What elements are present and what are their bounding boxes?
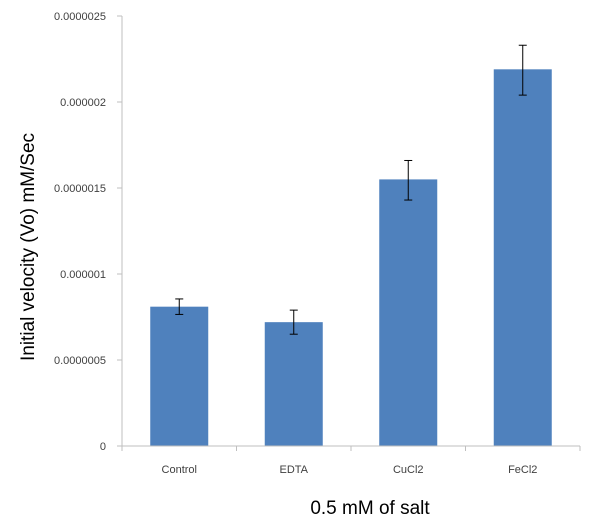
y-tick-label: 0.000001 — [60, 269, 106, 281]
bar-control — [150, 306, 209, 446]
y-axis-title: Initial velocity (Vo) mM/Sec — [18, 133, 39, 361]
x-tick-label: EDTA — [279, 464, 308, 476]
x-tick-label: Control — [162, 464, 197, 476]
y-tick-label: 0 — [100, 441, 106, 453]
bar-fecl2 — [493, 69, 552, 446]
y-tick-label: 0.0000025 — [54, 11, 106, 23]
error-bars — [175, 44, 527, 335]
y-tick-label: 0.0000005 — [54, 355, 106, 367]
x-axis-title: 0.5 mM of salt — [310, 498, 430, 519]
x-tick-label: FeCl2 — [508, 464, 537, 476]
x-axis-tick-labels: Control EDTA CuCl2 FeCl2 — [121, 446, 581, 476]
y-tick-label: 0.0000015 — [54, 183, 106, 195]
x-tick-label: CuCl2 — [393, 464, 424, 476]
bars — [150, 69, 552, 446]
bar-edta — [264, 322, 323, 446]
error-bar-cucl2 — [404, 159, 413, 201]
error-bar-fecl2 — [518, 44, 527, 96]
y-tick-label: 0.000002 — [60, 97, 106, 109]
error-bar-edta — [289, 309, 298, 335]
bar-cucl2 — [379, 179, 438, 446]
y-axis-ticks: 0 0.0000005 0.000001 0.0000015 0.000002 0.000… — [54, 11, 122, 453]
error-bar-control — [175, 298, 184, 315]
